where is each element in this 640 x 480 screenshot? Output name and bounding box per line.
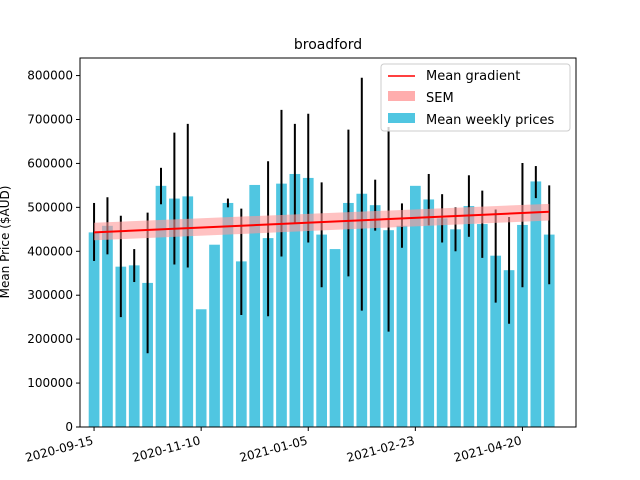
bar bbox=[155, 185, 167, 427]
bar bbox=[396, 225, 408, 427]
bar bbox=[343, 202, 354, 427]
y-tick-label: 200000 bbox=[27, 332, 73, 346]
y-axis-label: Mean Price ($AUD) bbox=[0, 186, 12, 299]
y-tick-label: 0 bbox=[65, 420, 73, 434]
bar bbox=[450, 229, 461, 427]
bar bbox=[262, 238, 274, 427]
bar bbox=[530, 181, 542, 427]
y-tick-label: 100000 bbox=[27, 376, 73, 390]
bars-layer bbox=[88, 173, 555, 427]
bar bbox=[490, 255, 502, 427]
bar bbox=[423, 199, 435, 427]
bar bbox=[142, 282, 153, 427]
y-tick-label: 700000 bbox=[27, 113, 73, 127]
x-tick-label: 2021-04-20 bbox=[452, 433, 523, 465]
bar bbox=[115, 266, 127, 427]
bar bbox=[195, 309, 207, 427]
bar bbox=[316, 234, 327, 427]
bar bbox=[182, 196, 194, 427]
plot-frame bbox=[79, 57, 577, 428]
bar bbox=[276, 183, 287, 427]
bar bbox=[128, 265, 140, 427]
y-tick-label: 800000 bbox=[27, 69, 73, 83]
bar bbox=[329, 249, 341, 427]
y-tick-label: 600000 bbox=[27, 156, 73, 170]
y-tick-label: 400000 bbox=[27, 244, 73, 258]
bar bbox=[369, 205, 381, 427]
bar bbox=[249, 184, 261, 427]
trend-layer bbox=[94, 203, 550, 241]
bar bbox=[463, 206, 475, 427]
bar bbox=[102, 225, 113, 427]
bar bbox=[503, 270, 515, 427]
x-tick-label: 2020-09-15 bbox=[24, 433, 95, 465]
bar bbox=[543, 234, 555, 427]
legend-bar-swatch bbox=[388, 113, 415, 123]
bar bbox=[409, 185, 421, 427]
legend-sem-swatch bbox=[388, 91, 415, 101]
y-tick-label: 300000 bbox=[27, 288, 73, 302]
bar bbox=[476, 224, 488, 427]
bar bbox=[517, 224, 528, 427]
x-tick-label: 2021-01-05 bbox=[238, 433, 309, 465]
legend-box bbox=[380, 63, 571, 132]
bar bbox=[88, 232, 100, 427]
bar bbox=[302, 177, 314, 427]
bar bbox=[209, 244, 220, 427]
bar bbox=[222, 202, 234, 427]
x-tick-label: 2020-11-10 bbox=[131, 433, 202, 465]
mean-gradient-line bbox=[94, 210, 550, 234]
bar bbox=[289, 173, 301, 427]
y-tick-label: 500000 bbox=[27, 200, 73, 214]
legend-label-mean-weekly-prices: Mean weekly prices bbox=[426, 113, 555, 128]
x-tick-label: 2021-02-23 bbox=[345, 433, 416, 465]
bar bbox=[235, 261, 247, 427]
bar bbox=[436, 218, 448, 427]
legend: Mean gradient SEM Mean weekly prices bbox=[380, 63, 571, 132]
legend-label-mean-gradient: Mean gradient bbox=[426, 69, 520, 84]
chart-title: broadford bbox=[294, 37, 362, 53]
legend-label-sem: SEM bbox=[426, 91, 454, 106]
bar bbox=[169, 198, 180, 427]
